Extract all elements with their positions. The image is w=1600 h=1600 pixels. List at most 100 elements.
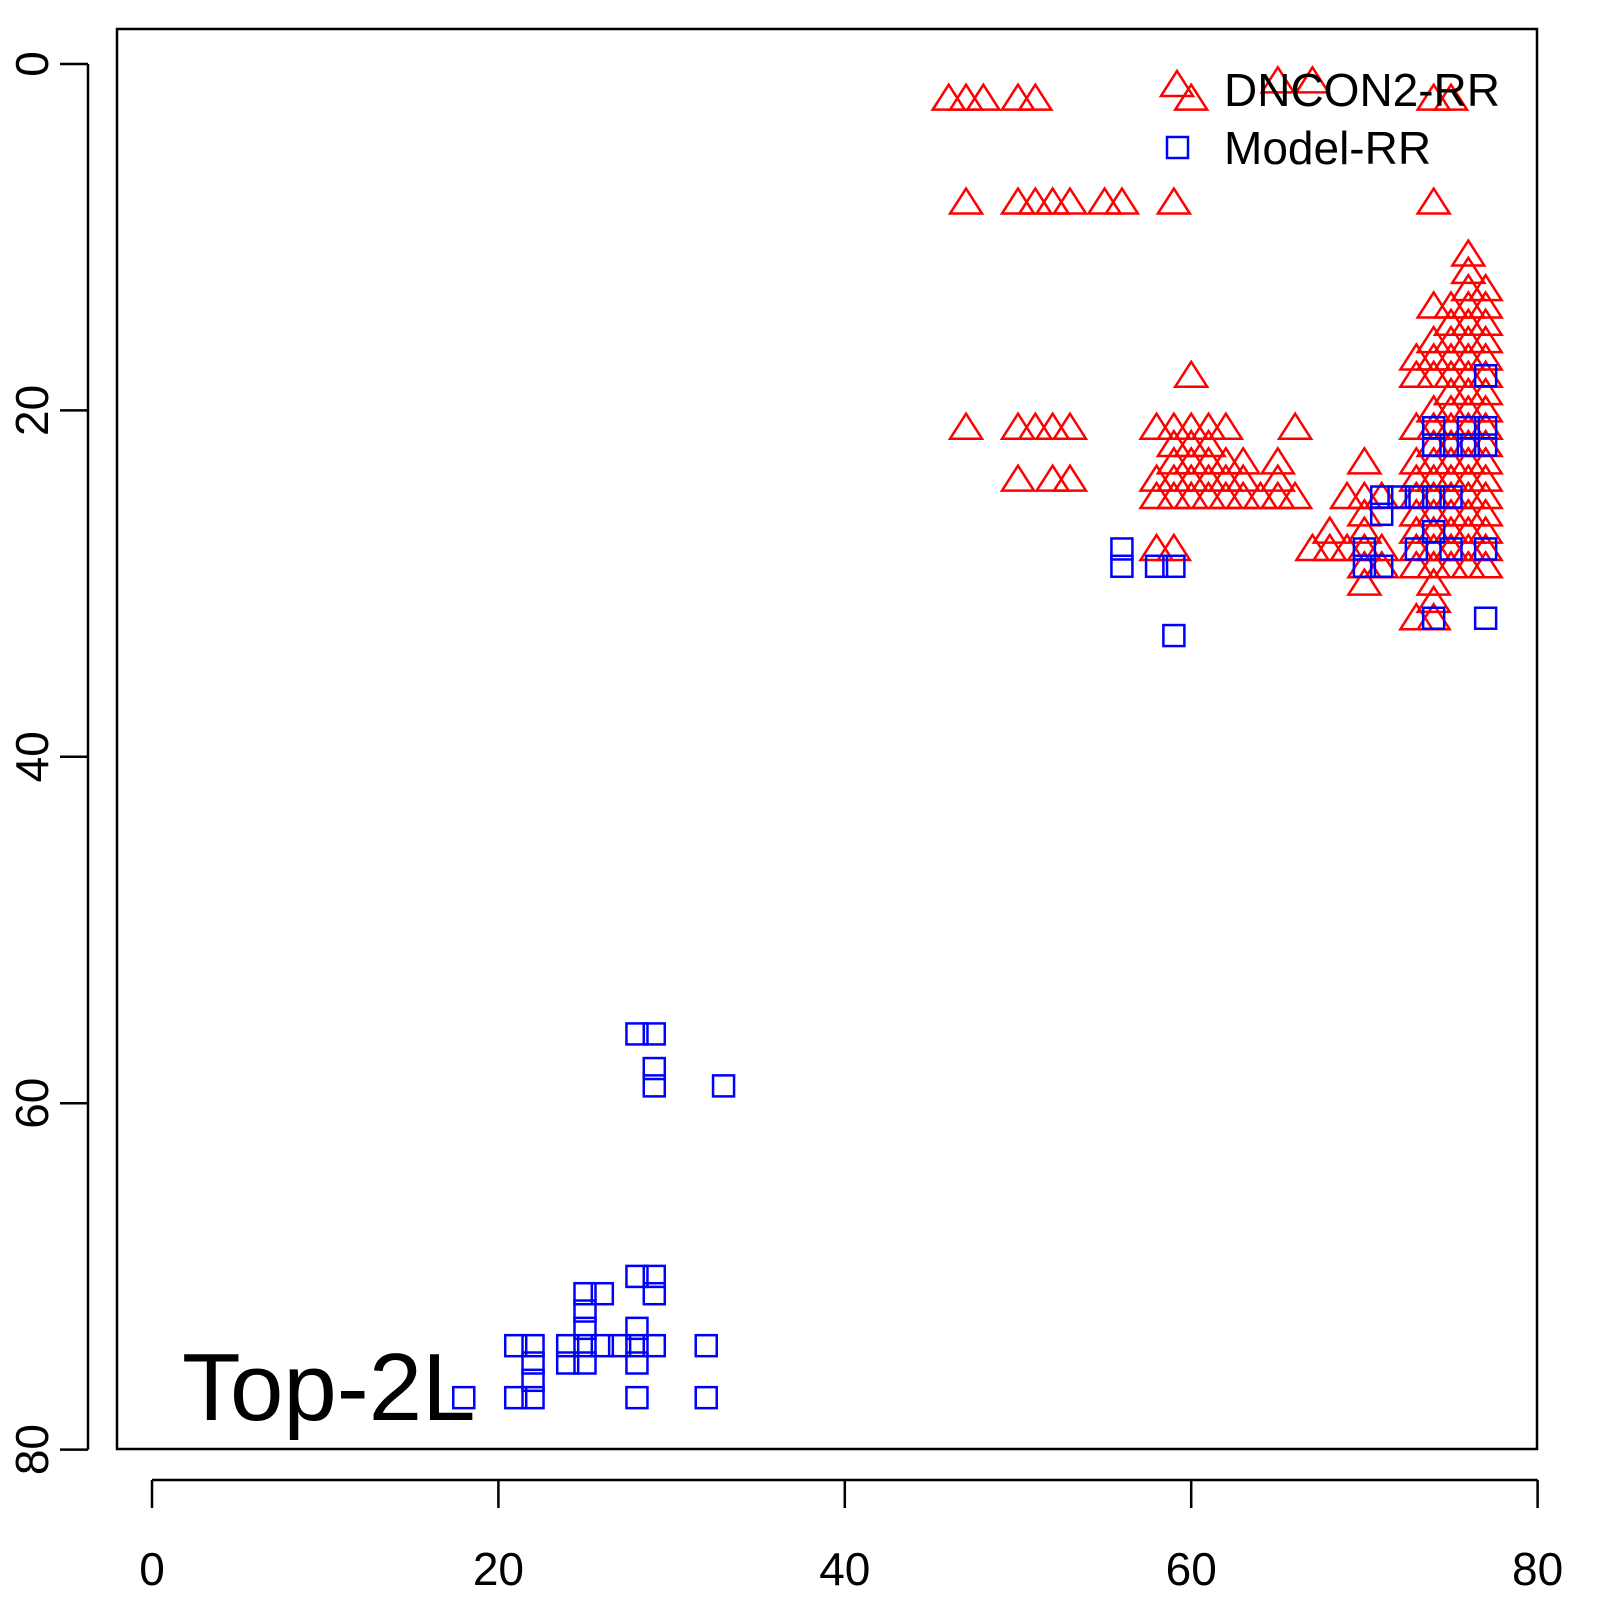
dncon2-point bbox=[1155, 411, 1193, 440]
dncon2-point bbox=[1467, 480, 1504, 510]
model-point bbox=[573, 1299, 597, 1323]
dncon2-point bbox=[1467, 463, 1504, 492]
dncon2-point bbox=[1432, 376, 1470, 406]
dncon2-point bbox=[1467, 515, 1504, 544]
model-point bbox=[625, 1351, 649, 1375]
x-tick-label: 0 bbox=[139, 1543, 165, 1595]
model-point bbox=[1352, 537, 1377, 561]
dncon2-point bbox=[1450, 272, 1487, 302]
model-point bbox=[1369, 485, 1394, 509]
model-point bbox=[1439, 433, 1463, 457]
dncon2-point bbox=[1467, 272, 1504, 302]
model-point bbox=[1439, 485, 1463, 509]
dncon2-point bbox=[999, 463, 1037, 492]
dncon2-point bbox=[1432, 342, 1470, 371]
dncon2-point bbox=[947, 186, 985, 215]
model-point bbox=[573, 1351, 597, 1375]
dncon2-point bbox=[1294, 65, 1331, 94]
dncon2-point bbox=[1467, 549, 1504, 579]
dncon2-point bbox=[930, 82, 968, 111]
dncon2-point bbox=[999, 186, 1037, 215]
model-point bbox=[521, 1385, 545, 1410]
dncon2-point bbox=[1467, 498, 1504, 527]
dncon2-point bbox=[1467, 290, 1504, 319]
dncon2-point bbox=[1398, 359, 1435, 389]
model-point bbox=[590, 1281, 615, 1306]
model-point bbox=[1421, 433, 1446, 457]
model-point bbox=[555, 1333, 580, 1358]
model-point bbox=[642, 1264, 667, 1289]
model-point bbox=[1162, 554, 1186, 579]
legend-triangle-marker bbox=[1158, 68, 1196, 98]
model-point bbox=[1473, 433, 1498, 457]
model-point bbox=[1369, 554, 1394, 579]
y-tick-label: 40 bbox=[6, 731, 58, 782]
model-point bbox=[625, 1264, 649, 1289]
dncon2-point bbox=[1207, 480, 1245, 510]
model-point bbox=[642, 1056, 667, 1081]
dncon2-point bbox=[947, 82, 985, 111]
x-tick-label: 40 bbox=[819, 1543, 870, 1595]
model-point bbox=[625, 1316, 649, 1341]
legend-label-dncon2: DNCON2-RR bbox=[1224, 64, 1500, 116]
legend-label-model: Model-RR bbox=[1224, 122, 1431, 174]
dncon2-point bbox=[1242, 480, 1279, 510]
model-point bbox=[1473, 537, 1498, 561]
dncon2-point bbox=[1450, 498, 1487, 527]
dncon2-point bbox=[1017, 411, 1054, 440]
dncon2-point bbox=[1311, 515, 1349, 544]
dncon2-point bbox=[1415, 359, 1452, 389]
model-point bbox=[573, 1281, 597, 1306]
dncon2-point bbox=[1467, 446, 1504, 475]
dncon2-point bbox=[1415, 186, 1452, 215]
model-point bbox=[625, 1022, 649, 1046]
model-point bbox=[555, 1351, 580, 1375]
model-point bbox=[1110, 537, 1134, 561]
model-point bbox=[642, 1333, 667, 1358]
model-point bbox=[1473, 606, 1498, 630]
dncon2-point bbox=[1155, 463, 1193, 492]
dncon2-point bbox=[1398, 446, 1435, 475]
dncon2-point bbox=[947, 411, 985, 440]
dncon2-point bbox=[1051, 463, 1089, 492]
model-point bbox=[642, 1022, 667, 1046]
dncon2-point bbox=[999, 82, 1037, 111]
model-point bbox=[1421, 519, 1446, 544]
model-point bbox=[1456, 415, 1481, 440]
model-point bbox=[642, 1281, 667, 1306]
dncon2-point bbox=[1346, 446, 1383, 475]
dncon2-point bbox=[1432, 324, 1470, 354]
model-point bbox=[1404, 485, 1429, 509]
dncon2-point bbox=[1190, 446, 1227, 475]
model-point bbox=[1144, 554, 1169, 579]
dncon2-point bbox=[1138, 463, 1175, 492]
dncon2-point bbox=[1190, 428, 1227, 458]
dncon2-point bbox=[1450, 549, 1487, 579]
dncon2-point bbox=[1415, 324, 1452, 354]
model-point bbox=[503, 1333, 528, 1358]
model-point bbox=[590, 1333, 615, 1358]
model-point bbox=[1421, 606, 1446, 630]
model-point bbox=[1369, 502, 1394, 527]
model-point bbox=[625, 1333, 649, 1358]
dncon2-point bbox=[1190, 463, 1227, 492]
dncon2-point bbox=[1311, 532, 1349, 562]
legend-square-marker bbox=[1165, 135, 1190, 160]
dncon2-point bbox=[1450, 324, 1487, 354]
model-point bbox=[1473, 364, 1498, 388]
dncon2-point bbox=[1207, 411, 1245, 440]
dncon2-point bbox=[1155, 186, 1193, 215]
dncon2-point bbox=[1415, 290, 1452, 319]
y-axis: 0 20 40 60 80 bbox=[6, 51, 90, 1475]
y-tick-label: 60 bbox=[6, 1078, 58, 1129]
model-point bbox=[1439, 537, 1463, 561]
dncon2-point bbox=[1138, 480, 1175, 510]
x-tick-label: 80 bbox=[1512, 1543, 1563, 1595]
dncon2-point bbox=[1190, 480, 1227, 510]
dncon2-point bbox=[1259, 463, 1297, 492]
model-point bbox=[573, 1333, 597, 1358]
dncon2-point bbox=[1051, 411, 1089, 440]
dncon2-point bbox=[1294, 532, 1331, 562]
dncon2-point bbox=[1450, 376, 1487, 406]
